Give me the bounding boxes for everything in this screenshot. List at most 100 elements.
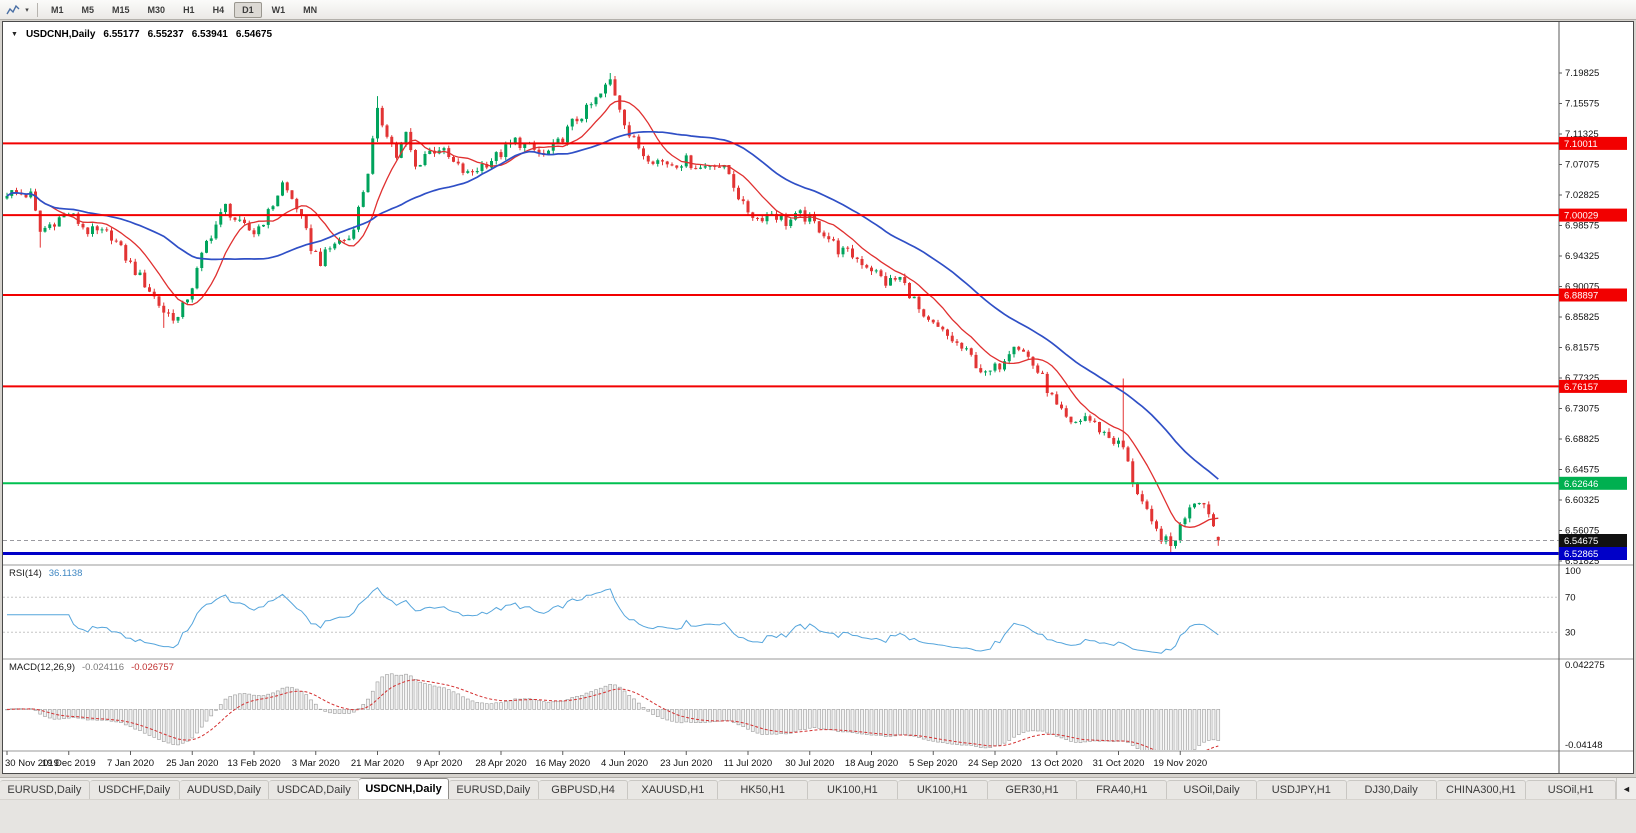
timeframe-buttons: M1 M5 M15 M30 H1 H4 D1 W1 MN: [43, 1, 325, 18]
time-axis-label: 9 Apr 2020: [416, 758, 462, 769]
time-axis-label: 31 Oct 2020: [1093, 758, 1145, 769]
timeframe-button-d1[interactable]: D1: [234, 1, 262, 18]
time-axis-label: 24 Sep 2020: [968, 758, 1022, 769]
toolbar-separator: [37, 2, 38, 17]
tab-5-eurusd-daily[interactable]: EURUSD,Daily: [448, 780, 539, 799]
tab-6-gbpusd-h4[interactable]: GBPUSD,H4: [538, 780, 629, 799]
price-badge-resistance-2: 7.00029: [1559, 208, 1627, 222]
time-axis-label: 23 Jun 2020: [660, 758, 712, 769]
macd-indicator-label: MACD(12,26,9) -0.024116 -0.026757: [9, 662, 174, 673]
svg-text:7.15575: 7.15575: [1565, 99, 1599, 110]
tab-4-usdcnh-daily[interactable]: USDCNH,Daily: [359, 778, 449, 799]
tab-scroll-left-button[interactable]: ◄: [1616, 778, 1636, 799]
svg-text:6.98575: 6.98575: [1565, 221, 1599, 232]
tab-3-usdcad-daily[interactable]: USDCAD,Daily: [269, 780, 360, 799]
price-badge-current-price: 6.54675: [1559, 534, 1627, 547]
chart-tabs-bar: EURUSD,Daily USDCHF,Daily AUDUSD,Daily USDC…: [0, 777, 1636, 799]
ohlc-high: 6.55237: [147, 29, 184, 40]
svg-text:7.02825: 7.02825: [1565, 190, 1599, 201]
time-axis-label: 30 Jul 2020: [785, 758, 834, 769]
chart-header: ▼ USDCNH,Daily 6.55177 6.55237 6.53941 6…: [11, 29, 272, 40]
timeframe-button-m15[interactable]: M15: [112, 4, 130, 15]
rsi-indicator-label: RSI(14) 36.1138: [9, 568, 83, 579]
svg-text:0.042275: 0.042275: [1565, 660, 1605, 671]
collapse-chart-icon[interactable]: ▼: [11, 31, 18, 38]
svg-text:6.94325: 6.94325: [1565, 251, 1599, 262]
ma-fast-line: [6, 100, 1219, 528]
timeframe-button-m5[interactable]: M5: [81, 4, 95, 15]
chart-type-icon[interactable]: [4, 2, 22, 18]
svg-text:6.56075: 6.56075: [1565, 526, 1599, 537]
chart-type-dropdown-caret[interactable]: ▾: [25, 6, 29, 14]
time-axis-label: 5 Sep 2020: [909, 758, 958, 769]
svg-text:6.52865: 6.52865: [1564, 549, 1598, 560]
tab-8-hk50-h1[interactable]: HK50,H1: [718, 780, 809, 799]
price-badge-support-green: 6.62646: [1559, 476, 1627, 490]
tab-1-usdchf-daily[interactable]: USDCHF,Daily: [89, 780, 180, 799]
time-axis-label: 16 May 2020: [535, 758, 590, 769]
timeframe-button-w1[interactable]: W1: [271, 4, 286, 15]
price-chart[interactable]: 7.19825 7.15575 7.11325 7.07075 7.02825 6.985…: [3, 22, 1633, 773]
macd-name: MACD(12,26,9): [9, 662, 75, 673]
time-axis-label: 4 Jun 2020: [601, 758, 648, 769]
time-axis-label: 21 Mar 2020: [351, 758, 404, 769]
svg-text:7.07075: 7.07075: [1565, 160, 1599, 171]
svg-text:6.90075: 6.90075: [1565, 282, 1599, 293]
ohlc-open: 6.55177: [103, 29, 140, 40]
time-axis-label: 19 Dec 2019: [42, 758, 96, 769]
tab-10-uk100-h1[interactable]: UK100,H1: [897, 780, 988, 799]
tab-17-usoil-h1[interactable]: USOil,H1: [1526, 780, 1617, 799]
svg-text:6.81575: 6.81575: [1565, 343, 1599, 354]
svg-text:6.60325: 6.60325: [1565, 495, 1599, 506]
tab-16-china300-h1[interactable]: CHINA300,H1: [1436, 780, 1527, 799]
macd-signal-value: -0.026757: [131, 662, 174, 673]
timeframe-button-m30[interactable]: M30: [147, 4, 166, 15]
svg-text:7.11325: 7.11325: [1565, 129, 1599, 140]
time-axis-label: 3 Mar 2020: [292, 758, 340, 769]
timeframe-button-h4[interactable]: H4: [212, 4, 225, 15]
ohlc-low: 6.53941: [191, 29, 228, 40]
tab-0-eurusd-daily[interactable]: EURUSD,Daily: [0, 780, 90, 799]
price-axis: 7.19825 7.15575 7.11325 7.07075 7.02825 6.985…: [1559, 68, 1605, 751]
svg-text:6.88897: 6.88897: [1564, 291, 1598, 302]
time-axis-label: 19 Nov 2020: [1153, 758, 1207, 769]
tab-2-audusd-daily[interactable]: AUDUSD,Daily: [179, 780, 270, 799]
svg-text:30: 30: [1565, 627, 1576, 638]
macd-signal-line: [6, 679, 1219, 750]
time-axis-label: 11 Jul 2020: [724, 758, 772, 769]
svg-text:7.19825: 7.19825: [1565, 68, 1599, 79]
macd-histogram: [5, 673, 1221, 750]
tab-14-usdjpy-h1[interactable]: USDJPY,H1: [1256, 780, 1347, 799]
rsi-line: [7, 587, 1219, 654]
svg-text:6.64575: 6.64575: [1565, 465, 1599, 476]
time-axis-label: 28 Apr 2020: [475, 758, 526, 769]
tab-15-dj30-daily[interactable]: DJ30,Daily: [1346, 780, 1437, 799]
candles-layer: [5, 73, 1220, 555]
svg-text:6.68825: 6.68825: [1565, 434, 1599, 445]
status-strip: [0, 800, 1636, 833]
ma-slow-line: [6, 130, 1219, 480]
top-toolbar: ▾ M1 M5 M15 M30 H1 H4 D1 W1 MN: [0, 0, 1636, 20]
svg-text:6.62646: 6.62646: [1564, 479, 1598, 490]
tab-12-fra40-h1[interactable]: FRA40,H1: [1077, 780, 1168, 799]
svg-text:6.54675: 6.54675: [1564, 536, 1598, 547]
tab-9-uk100-h1[interactable]: UK100,H1: [808, 780, 898, 799]
price-badge-support-blue: 6.52865: [1559, 547, 1627, 560]
svg-text:100: 100: [1565, 566, 1581, 577]
tab-7-xauusd-h1[interactable]: XAUUSD,H1: [628, 780, 719, 799]
chart-area: 7.19825 7.15575 7.11325 7.07075 7.02825 6.985…: [2, 21, 1634, 774]
rsi-value: 36.1138: [48, 568, 83, 579]
macd-main-value: -0.024116: [82, 662, 125, 673]
time-axis-label: 13 Oct 2020: [1031, 758, 1083, 769]
svg-text:70: 70: [1565, 592, 1576, 603]
timeframe-button-m1[interactable]: M1: [51, 4, 64, 15]
svg-text:7.00029: 7.00029: [1564, 211, 1598, 222]
time-axis-label: 25 Jan 2020: [166, 758, 218, 769]
timeframe-button-h1[interactable]: H1: [183, 4, 195, 15]
timeframe-button-mn[interactable]: MN: [303, 4, 318, 15]
tab-11-ger30-h1[interactable]: GER30,H1: [987, 780, 1078, 799]
chart-tabs: EURUSD,Daily USDCHF,Daily AUDUSD,Daily USDC…: [0, 778, 1617, 799]
ohlc-close: 6.54675: [235, 29, 273, 40]
tab-13-usoil-daily[interactable]: USOil,Daily: [1167, 780, 1257, 799]
svg-text:6.73075: 6.73075: [1565, 404, 1599, 415]
